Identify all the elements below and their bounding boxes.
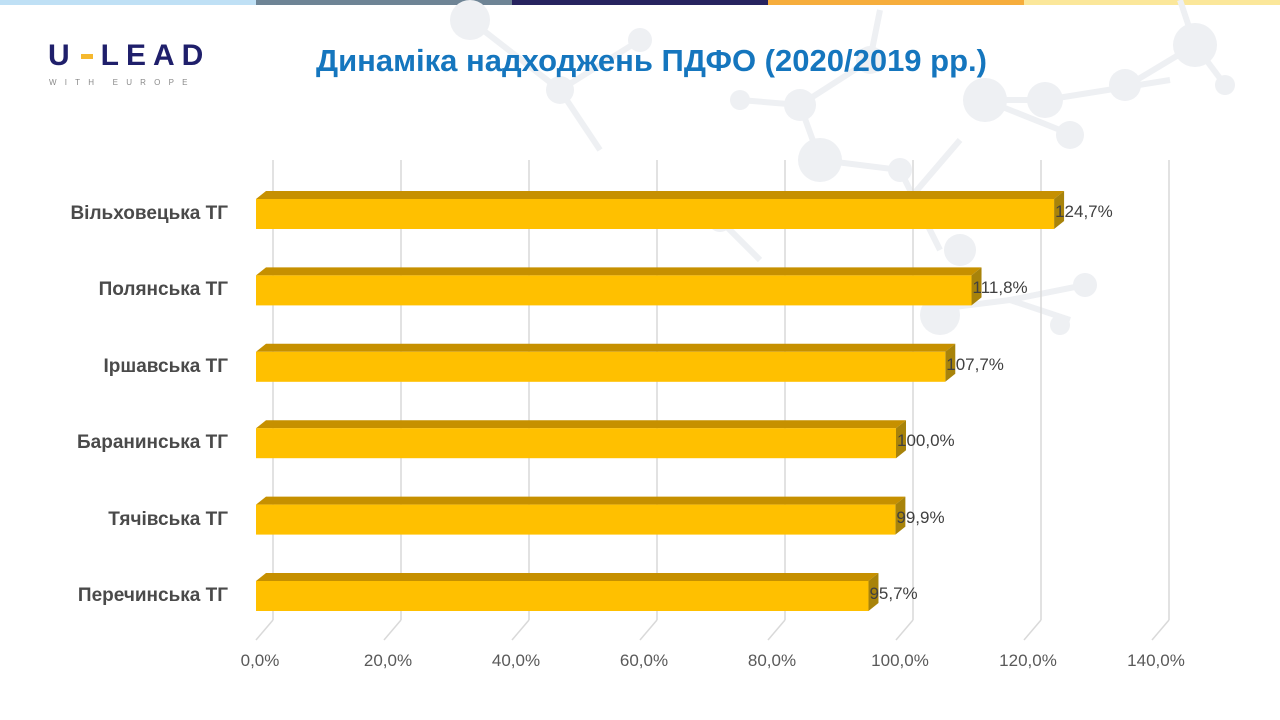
x-axis-tick-label: 40,0%: [491, 651, 541, 670]
y-axis-category-label: Баранинська ТГ: [76, 432, 228, 454]
gridline-floor: [383, 619, 402, 641]
x-axis-tick-label: 100,0%: [871, 651, 929, 670]
bar-side-face: [971, 267, 982, 306]
gridline-floor: [511, 619, 530, 641]
gridline-floor: [255, 619, 274, 641]
y-axis-category-label: Полянська ТГ: [98, 279, 228, 301]
x-axis-tick-label: 140,0%: [1127, 651, 1185, 670]
bar: [256, 199, 1055, 229]
gridline-floor: [767, 619, 786, 641]
x-axis-tick-label: 60,0%: [619, 651, 669, 670]
gridline-floor: [1151, 619, 1170, 641]
bar: [256, 428, 896, 459]
bar-top-face: [256, 420, 906, 429]
bar-value-label: 99,9%: [896, 507, 945, 527]
bar-value-label: 124,7%: [1055, 202, 1113, 221]
slide-title: Динаміка надходжень ПДФО (2020/2019 рр.): [316, 43, 987, 78]
bar-side-face: [868, 573, 879, 611]
bar-top-face: [256, 496, 906, 505]
bar-value-label: 100,0%: [897, 431, 955, 451]
bar-side-face: [895, 496, 906, 535]
x-axis-tick-label: 120,0%: [999, 651, 1057, 670]
bar-value-label: 107,7%: [946, 354, 1004, 374]
topbar-segment-1: [0, 0, 256, 5]
logo-letter-u: U: [48, 39, 77, 72]
logo-word-lead: LEAD: [100, 39, 211, 72]
logo-dash-icon: [80, 53, 93, 59]
gridline-floor: [1023, 619, 1042, 641]
gridline-floor: [639, 619, 658, 641]
topbar-segment-4: [768, 0, 1024, 5]
gridline-floor: [895, 619, 914, 641]
y-axis-category-label: Тячівська ТГ: [108, 508, 228, 530]
top-color-bar: [0, 0, 1280, 5]
bar: [256, 581, 869, 611]
bar-top-face: [256, 573, 879, 581]
bar: [256, 351, 946, 382]
bar-top-face: [256, 191, 1065, 199]
bar-value-label: 95,7%: [869, 584, 918, 603]
bar-side-face: [896, 420, 906, 459]
x-axis-tick-label: 0,0%: [240, 651, 280, 670]
y-axis-category-label: Вільховецька ТГ: [70, 203, 228, 224]
topbar-segment-3: [512, 0, 768, 5]
bar-top-face: [256, 267, 982, 276]
bar-value-label: 111,8%: [972, 278, 1028, 298]
x-axis-tick-label: 80,0%: [747, 651, 797, 670]
x-axis-tick-label: 20,0%: [363, 651, 413, 670]
bar-top-face: [256, 343, 956, 352]
y-axis-category-label: Перечинська ТГ: [77, 585, 228, 606]
y-axis-category-label: Іршавська ТГ: [103, 355, 228, 377]
topbar-segment-2: [256, 0, 512, 5]
topbar-segment-5: [1024, 0, 1280, 5]
logo-tagline: WITH EUROPE: [49, 78, 196, 87]
bar-side-face: [1054, 191, 1065, 229]
bar: [256, 504, 896, 535]
u-lead-logo: U LEAD WITH EUROPE: [48, 40, 210, 88]
bar-side-face: [945, 343, 956, 382]
bar: [256, 275, 972, 306]
logo-wordmark: U LEAD: [48, 40, 210, 72]
